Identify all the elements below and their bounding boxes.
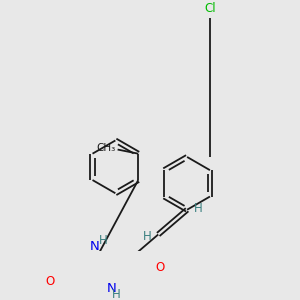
Text: H: H bbox=[112, 288, 121, 300]
Text: CH₃: CH₃ bbox=[96, 143, 115, 153]
Text: O: O bbox=[45, 275, 54, 288]
Text: H: H bbox=[143, 230, 152, 243]
Text: O: O bbox=[155, 261, 164, 274]
Text: N: N bbox=[107, 282, 117, 295]
Text: H: H bbox=[194, 202, 203, 214]
Text: H: H bbox=[99, 234, 107, 247]
Text: N: N bbox=[90, 240, 100, 253]
Text: Cl: Cl bbox=[204, 2, 216, 15]
